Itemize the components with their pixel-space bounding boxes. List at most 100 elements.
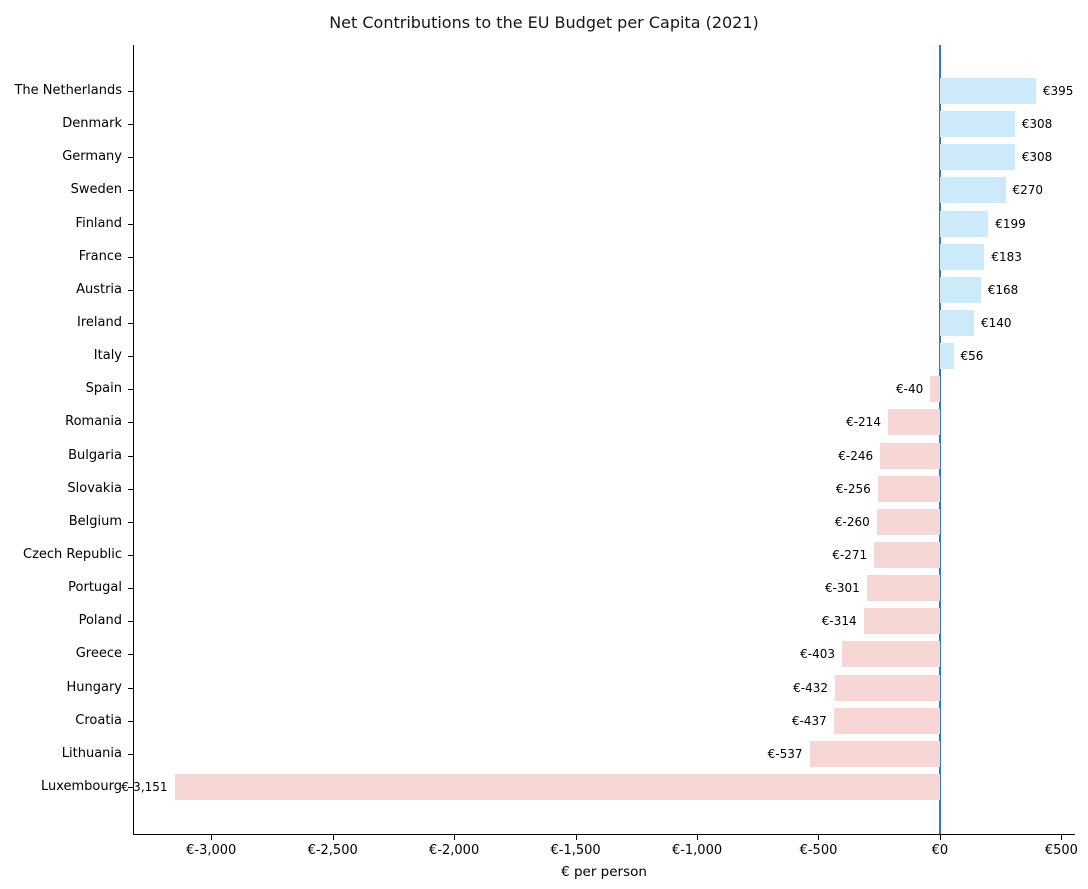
bar-finland [939,210,989,237]
bar-spain [930,376,940,403]
bar-italy [939,343,954,370]
y-tick-label: Slovakia [67,480,122,496]
y-tick-label: Italy [93,348,122,364]
y-tick-mark [128,455,133,457]
bar-croatia [833,707,940,734]
zero-line [938,45,941,834]
y-tick-label: Belgium [68,513,122,529]
y-tick-label: Lithuania [61,745,122,761]
value-label: €-537 [767,746,803,761]
value-label: €-432 [793,680,828,695]
y-tick-mark [128,323,133,324]
x-tick-mark [697,835,699,840]
chart-title: Net Contributions to the EU Budget per C… [329,13,759,32]
bar-lithuania [809,740,940,767]
value-label: €270 [1012,183,1044,198]
y-tick-mark [128,422,133,424]
bar-belgium [876,508,940,535]
y-tick-label: Hungary [66,679,122,695]
y-tick-mark [128,521,133,523]
x-tick-label: €-2,500 [307,843,358,858]
y-tick-mark [128,157,133,159]
y-tick-label: Poland [78,613,122,629]
y-tick-label: Greece [75,646,122,662]
x-tick-mark [939,835,941,840]
y-tick-mark [128,356,133,358]
x-tick-label: €-2,000 [429,843,480,858]
x-axis-line [133,834,1075,835]
value-label: €-260 [834,514,870,529]
bar-slovakia [877,475,940,502]
y-tick-label: Germany [62,149,122,165]
y-tick-label: Romania [65,414,122,430]
value-label: €-271 [832,548,868,562]
y-tick-label: Czech Republic [23,547,122,562]
x-tick-label: €500 [1044,843,1078,858]
value-label: €395 [1042,84,1074,98]
y-tick-mark [128,621,133,623]
y-tick-mark [128,124,133,126]
value-label: €-246 [838,448,874,463]
x-tick-mark [575,835,577,840]
y-tick-mark [128,488,133,490]
bar-portugal [866,575,940,602]
value-label: €199 [995,216,1026,231]
x-tick-label: €0 [931,843,949,858]
y-tick-label: Ireland [77,315,122,330]
x-tick-mark [454,835,456,840]
y-tick-mark [128,588,133,590]
bar-greece [842,641,940,668]
value-label: €140 [980,316,1012,330]
bar-ireland [939,310,974,336]
plot-area: The Netherlands €395 Denmark €308 Germany €30… [14,45,1078,858]
y-tick-label: Portugal [68,580,122,596]
y-tick-label: France [78,248,122,264]
bar-bulgaria [880,442,940,469]
value-label: €183 [991,249,1022,264]
y-tick-label: Finland [75,215,122,231]
value-label: €-214 [846,415,881,430]
bar-denmark [939,111,1015,138]
x-tick-label: €-1,000 [671,843,723,858]
y-tick-mark [128,190,133,192]
value-label: €308 [1021,150,1053,165]
y-tick-label: Sweden [70,182,122,198]
bar-france [939,243,985,270]
y-tick-mark [128,389,133,391]
value-label: €-301 [824,581,860,596]
y-tick-mark [128,289,133,291]
value-label: €-40 [895,382,924,397]
value-label: €-3,151 [121,780,168,794]
y-tick-label: Denmark [62,116,122,132]
y-tick-label: Croatia [75,712,122,728]
y-tick-mark [128,687,133,689]
bar-hungary [835,674,940,701]
y-tick-label: Austria [76,281,122,297]
x-tick-label: €-3,000 [186,843,237,858]
x-tick-mark [818,835,820,840]
value-label: €168 [987,282,1019,297]
y-tick-label: The Netherlands [14,83,122,98]
value-label: €308 [1021,117,1053,132]
bar-austria [939,276,981,303]
x-tick-label: €-1,500 [550,843,601,858]
x-tick-mark [332,835,334,840]
bar-romania [887,409,940,436]
bar-germany [939,144,1015,171]
y-tick-mark [128,223,133,225]
bar-czech-republic [874,542,940,568]
y-tick-label: Spain [85,381,122,397]
y-tick-mark [128,555,133,556]
y-tick-label: Luxembourg [40,779,122,794]
y-tick-mark [128,753,133,755]
x-tick-mark [1061,835,1063,840]
y-tick-label: Bulgaria [68,447,122,463]
value-label: €-256 [835,481,871,496]
bar-sweden [939,177,1006,204]
value-label: €-403 [800,647,836,662]
y-tick-mark [128,720,133,722]
bar-poland [863,608,940,635]
value-label: €56 [960,349,984,364]
x-tick-label: €-500 [799,843,838,858]
